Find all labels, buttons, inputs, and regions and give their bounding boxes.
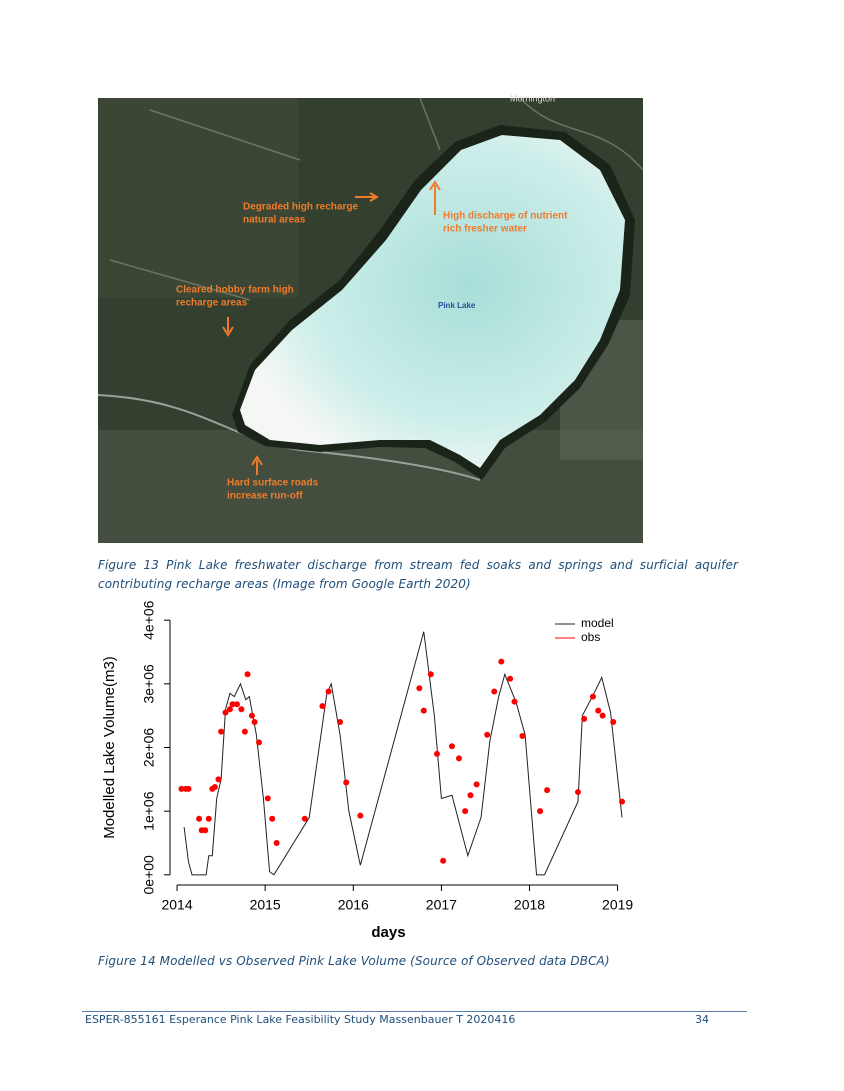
obs-point xyxy=(319,703,326,710)
obs-point xyxy=(325,688,332,695)
obs-point xyxy=(507,675,514,682)
obs-point xyxy=(574,789,581,796)
obs-point xyxy=(511,698,518,705)
obs-point xyxy=(238,706,245,713)
satellite-image xyxy=(97,97,644,543)
obs-point xyxy=(473,781,480,788)
image-annotation: Degraded high recharge xyxy=(243,202,358,213)
page-number: 34 xyxy=(695,1013,709,1026)
y-tick-label: 3e+06 xyxy=(141,664,157,704)
obs-point xyxy=(610,719,617,726)
x-tick-label: 2016 xyxy=(338,897,369,913)
y-tick-label: 1e+06 xyxy=(141,791,157,831)
obs-point xyxy=(537,808,544,815)
obs-point xyxy=(595,707,602,714)
obs-point xyxy=(484,731,491,738)
y-tick-label: 4e+06 xyxy=(141,600,157,640)
obs-point xyxy=(357,812,364,819)
image-annotation: increase run-off xyxy=(227,491,303,502)
obs-point xyxy=(273,839,280,846)
obs-point xyxy=(420,707,427,714)
obs-point xyxy=(255,739,262,746)
footer-text: ESPER-855161 Esperance Pink Lake Feasibi… xyxy=(85,1013,516,1026)
obs-point xyxy=(215,776,222,783)
obs-point xyxy=(589,693,596,700)
obs-point xyxy=(202,827,209,834)
figure-13-caption: Figure 13 Pink Lake freshwater discharge… xyxy=(98,558,738,591)
obs-point xyxy=(599,712,606,719)
obs-point xyxy=(185,785,192,792)
obs-point xyxy=(343,779,350,786)
x-tick-label: 2019 xyxy=(602,897,633,913)
obs-point xyxy=(581,715,588,722)
y-tick-label: 0e+00 xyxy=(141,855,157,895)
model-line xyxy=(183,631,623,876)
legend-label: model xyxy=(581,616,614,630)
footer-rule xyxy=(82,1011,747,1012)
obs-point xyxy=(196,815,203,822)
obs-point xyxy=(416,685,423,692)
image-annotation: Hard surface roads xyxy=(227,478,319,489)
x-axis-label: days xyxy=(371,924,405,941)
image-annotation: recharge areas xyxy=(176,298,248,309)
obs-point xyxy=(244,671,251,678)
obs-point xyxy=(211,783,218,790)
obs-point xyxy=(440,857,447,864)
x-tick-label: 2017 xyxy=(426,897,457,913)
place-label: Mornington xyxy=(510,93,555,103)
image-annotation: rich fresher water xyxy=(443,224,527,235)
image-annotation: Pink Lake xyxy=(438,301,476,310)
obs-point xyxy=(251,719,258,726)
image-annotation: natural areas xyxy=(243,215,306,226)
obs-point xyxy=(448,743,455,750)
obs-point xyxy=(467,792,474,799)
obs-point xyxy=(456,755,463,762)
obs-point xyxy=(178,785,185,792)
obs-point xyxy=(264,795,271,802)
obs-point xyxy=(233,701,240,708)
obs-point xyxy=(218,728,225,735)
obs-point xyxy=(337,719,344,726)
figure-14-caption: Figure 14 Modelled vs Observed Pink Lake… xyxy=(98,954,610,968)
plot-frame xyxy=(170,610,637,885)
image-annotation: Cleared hobby farm high xyxy=(176,285,294,296)
obs-point xyxy=(226,706,233,713)
y-tick-label: 2e+06 xyxy=(141,728,157,768)
obs-point xyxy=(301,815,308,822)
obs-point xyxy=(269,815,276,822)
annotation-arrows xyxy=(222,180,441,475)
obs-point xyxy=(241,728,248,735)
legend-label: obs xyxy=(581,630,600,644)
obs-point xyxy=(491,688,498,695)
obs-point xyxy=(205,815,212,822)
obs-point xyxy=(619,798,626,805)
image-annotation: High discharge of nutrient xyxy=(443,211,568,222)
obs-point xyxy=(433,750,440,757)
obs-point xyxy=(519,733,526,740)
x-tick-label: 2018 xyxy=(514,897,545,913)
obs-point xyxy=(248,712,255,719)
obs-point xyxy=(222,709,229,716)
x-tick-label: 2015 xyxy=(250,897,281,913)
obs-point xyxy=(229,701,236,708)
obs-point xyxy=(498,658,505,665)
x-tick-label: 2014 xyxy=(161,897,192,913)
y-axis-label: Modelled Lake Volume(m3) xyxy=(101,656,118,839)
obs-point xyxy=(544,787,551,794)
obs-point xyxy=(462,808,469,815)
obs-point xyxy=(427,671,434,678)
